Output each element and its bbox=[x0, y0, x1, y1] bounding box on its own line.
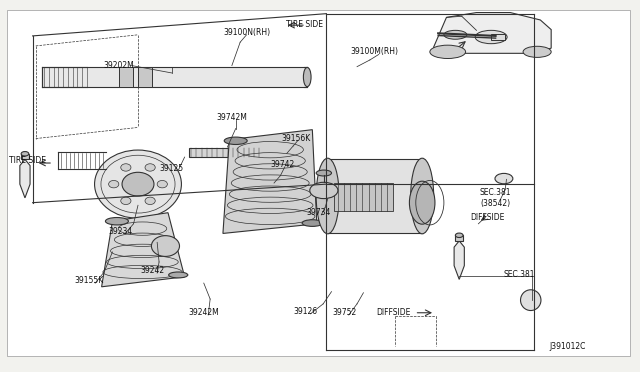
Text: TIRE SIDE: TIRE SIDE bbox=[9, 156, 46, 165]
Bar bbox=[138, 67, 152, 87]
Bar bbox=[491, 34, 505, 40]
Text: 39100N(RH): 39100N(RH) bbox=[223, 28, 270, 37]
Ellipse shape bbox=[121, 197, 131, 205]
Ellipse shape bbox=[411, 158, 434, 234]
Ellipse shape bbox=[157, 180, 168, 188]
Ellipse shape bbox=[95, 150, 181, 218]
Text: DIFFSIDE: DIFFSIDE bbox=[376, 308, 411, 317]
Bar bbox=[189, 148, 262, 157]
Text: SEC.381
(38542): SEC.381 (38542) bbox=[480, 188, 511, 208]
Bar bbox=[261, 146, 274, 158]
Bar bbox=[21, 154, 29, 159]
Polygon shape bbox=[102, 213, 184, 287]
Ellipse shape bbox=[456, 233, 463, 237]
Ellipse shape bbox=[169, 272, 188, 278]
Ellipse shape bbox=[121, 164, 131, 171]
Ellipse shape bbox=[145, 197, 156, 205]
Text: 39202M: 39202M bbox=[104, 61, 134, 70]
Bar bbox=[119, 67, 133, 87]
Bar bbox=[42, 67, 307, 87]
Text: 39242: 39242 bbox=[141, 266, 164, 275]
Text: 39156K: 39156K bbox=[281, 134, 310, 143]
Ellipse shape bbox=[444, 31, 467, 39]
Text: 39126: 39126 bbox=[294, 307, 318, 316]
Text: 39752: 39752 bbox=[332, 308, 356, 317]
Bar bbox=[456, 235, 463, 241]
Ellipse shape bbox=[302, 220, 323, 227]
Bar bbox=[334, 183, 393, 211]
Ellipse shape bbox=[523, 46, 551, 57]
Ellipse shape bbox=[303, 67, 311, 87]
Text: TIRE SIDE: TIRE SIDE bbox=[285, 20, 323, 29]
Polygon shape bbox=[20, 159, 30, 198]
Ellipse shape bbox=[495, 173, 513, 184]
Text: 39742M: 39742M bbox=[216, 113, 247, 122]
Ellipse shape bbox=[145, 164, 156, 171]
Text: 39734: 39734 bbox=[307, 208, 331, 217]
Ellipse shape bbox=[520, 290, 541, 311]
Text: 39742: 39742 bbox=[271, 160, 295, 169]
Text: 39242M: 39242M bbox=[188, 308, 219, 317]
Bar bbox=[328, 158, 422, 234]
Ellipse shape bbox=[21, 151, 29, 156]
Ellipse shape bbox=[475, 31, 507, 44]
Text: 39155K: 39155K bbox=[74, 276, 104, 285]
Polygon shape bbox=[454, 241, 465, 279]
Ellipse shape bbox=[430, 45, 466, 58]
Text: 39100M(RH): 39100M(RH) bbox=[350, 47, 398, 56]
Text: 39125: 39125 bbox=[160, 164, 184, 173]
Ellipse shape bbox=[310, 182, 338, 199]
Polygon shape bbox=[434, 13, 551, 53]
Polygon shape bbox=[223, 130, 317, 234]
Ellipse shape bbox=[410, 181, 435, 224]
Ellipse shape bbox=[224, 137, 247, 144]
Text: J391012C: J391012C bbox=[550, 341, 586, 350]
Text: 39234: 39234 bbox=[109, 227, 133, 236]
Text: DIFFSIDE: DIFFSIDE bbox=[470, 213, 504, 222]
Ellipse shape bbox=[109, 180, 119, 188]
Ellipse shape bbox=[152, 235, 179, 256]
Ellipse shape bbox=[122, 172, 154, 196]
Text: SEC.381: SEC.381 bbox=[504, 270, 535, 279]
Ellipse shape bbox=[316, 170, 332, 176]
Ellipse shape bbox=[106, 218, 129, 225]
Ellipse shape bbox=[316, 158, 339, 234]
